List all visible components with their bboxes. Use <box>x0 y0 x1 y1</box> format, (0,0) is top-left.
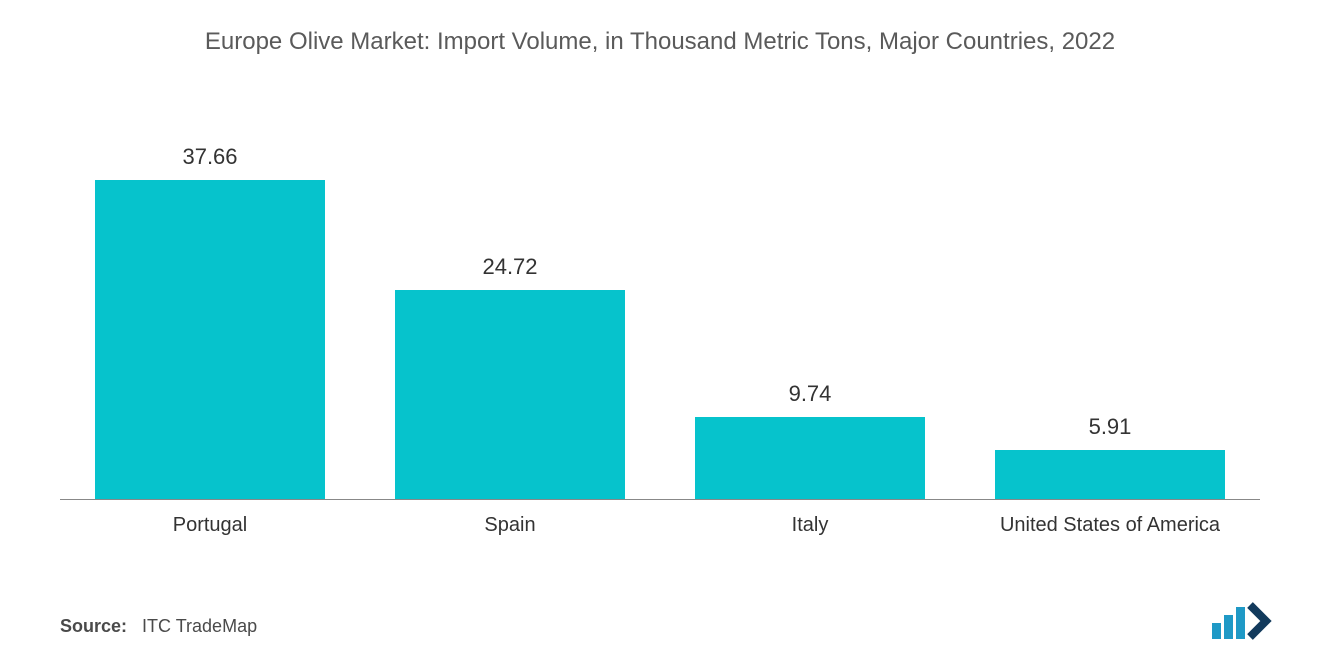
bars-row: 37.66 24.72 9.74 5.91 <box>60 120 1260 500</box>
bar-rect <box>695 417 925 500</box>
bar-value-label: 24.72 <box>482 254 537 280</box>
bar-category-label: United States of America <box>960 508 1260 540</box>
chart-area: 37.66 24.72 9.74 5.91 PortugalSpainItalyUni… <box>60 120 1260 540</box>
bar-category-label: Portugal <box>60 508 360 540</box>
bar-value-label: 37.66 <box>182 144 237 170</box>
bar-category-label: Italy <box>660 508 960 540</box>
bar-group: 24.72 <box>360 120 660 500</box>
bar-rect <box>95 180 325 500</box>
bar-value-label: 5.91 <box>1089 414 1132 440</box>
bar-rect <box>995 450 1225 500</box>
source-label: Source: <box>60 616 127 636</box>
bar-group: 37.66 <box>60 120 360 500</box>
bar-value-label: 9.74 <box>789 381 832 407</box>
chart-title: Europe Olive Market: Import Volume, in T… <box>0 28 1320 56</box>
bar-group: 9.74 <box>660 120 960 500</box>
labels-row: PortugalSpainItalyUnited States of Ameri… <box>60 508 1260 540</box>
bar-category-label: Spain <box>360 508 660 540</box>
bar-group: 5.91 <box>960 120 1260 500</box>
source-citation: Source: ITC TradeMap <box>60 616 257 637</box>
logo-bar-3 <box>1236 607 1245 639</box>
logo-bar-2 <box>1224 615 1233 639</box>
logo-bar-1 <box>1212 623 1221 639</box>
bar-rect <box>395 290 625 500</box>
source-text: ITC TradeMap <box>142 616 257 636</box>
x-axis-line <box>60 499 1260 500</box>
logo-chevron <box>1250 605 1266 637</box>
mordor-intelligence-logo <box>1210 601 1280 641</box>
